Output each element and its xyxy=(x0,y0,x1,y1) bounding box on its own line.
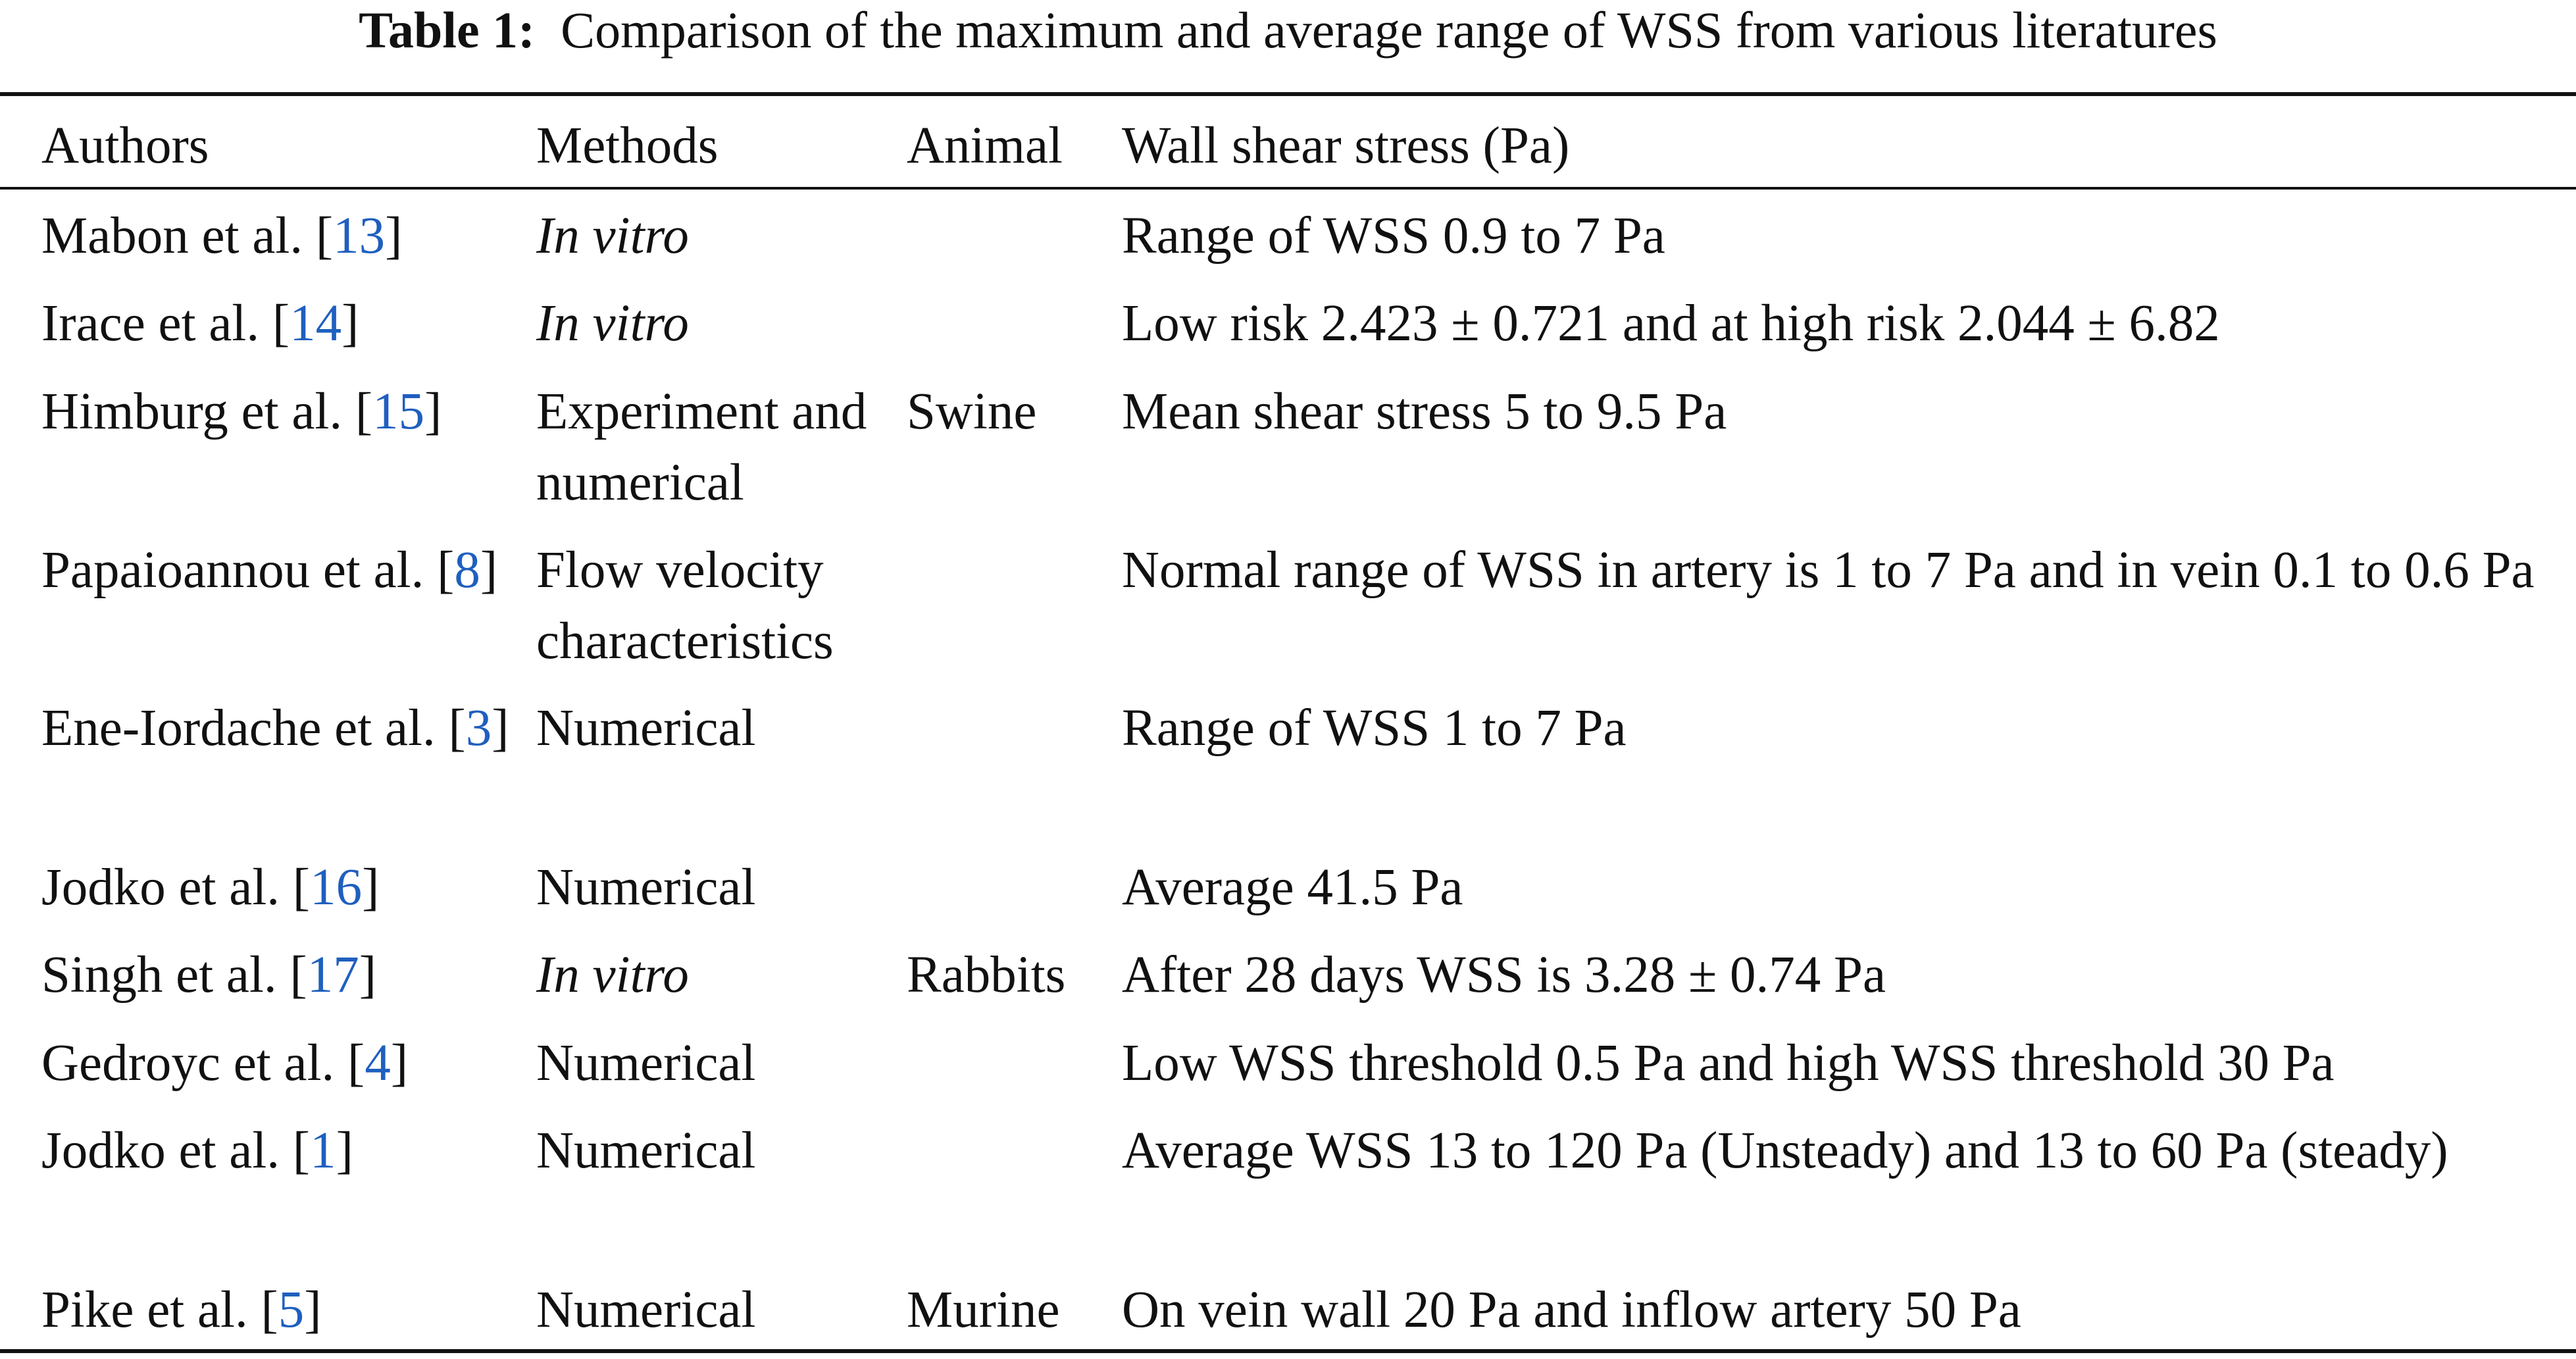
cell-method: In vitro xyxy=(536,946,689,1004)
cell-method: Experiment and numerical xyxy=(536,383,867,511)
header-wss: Wall shear stress (Pa) xyxy=(1122,117,1570,174)
cell-animal: Swine xyxy=(907,383,1037,440)
cell-wss: Normal range of WSS in artery is 1 to 7 … xyxy=(1122,542,2535,599)
cell-wss: Mean shear stress 5 to 9.5 Pa xyxy=(1122,383,1727,440)
cell-method: Numerical xyxy=(536,700,756,757)
cell-method: In vitro xyxy=(536,207,689,265)
author-name: Jodko et al. xyxy=(41,859,293,916)
header-animal: Animal xyxy=(907,117,1063,174)
author-name: Pike et al. xyxy=(41,1281,261,1339)
cell-wss: After 28 days WSS is 3.28 ± 0.74 Pa xyxy=(1122,946,1886,1004)
cell-animal: Rabbits xyxy=(907,946,1066,1004)
citation-link[interactable]: 4 xyxy=(365,1035,391,1092)
cell-author: Jodko et al. [16] xyxy=(41,859,380,916)
cell-method: Numerical xyxy=(536,1281,756,1339)
header-rule xyxy=(0,187,2576,190)
author-name: Himburg et al. xyxy=(41,383,355,440)
author-name: Ene-Iordache et al. xyxy=(41,700,449,757)
caption-label: Table 1: xyxy=(359,1,536,59)
cell-author: Gedroyc et al. [4] xyxy=(41,1035,409,1092)
author-name: Irace et al. xyxy=(41,295,272,352)
cell-author: Himburg et al. [15] xyxy=(41,383,442,440)
table-caption: Table 1: Comparison of the maximum and a… xyxy=(0,0,2576,78)
citation-link[interactable]: 15 xyxy=(372,383,425,440)
cell-wss: Low risk 2.423 ± 0.721 and at high risk … xyxy=(1122,295,2220,352)
citation-link[interactable]: 14 xyxy=(290,295,342,352)
bottom-rule xyxy=(0,1349,2576,1353)
top-rule xyxy=(0,92,2576,96)
citation-link[interactable]: 16 xyxy=(310,859,363,916)
cell-method: Numerical xyxy=(536,1122,756,1179)
cell-method: Numerical xyxy=(536,859,756,916)
citation-link[interactable]: 5 xyxy=(278,1281,305,1339)
citation-link[interactable]: 1 xyxy=(310,1122,336,1179)
cell-method: In vitro xyxy=(536,295,689,352)
cell-author: Irace et al. [14] xyxy=(41,295,359,352)
author-name: Jodko et al. xyxy=(41,1122,293,1179)
citation-link[interactable]: 3 xyxy=(465,700,492,757)
cell-author: Mabon et al. [13] xyxy=(41,207,403,265)
author-name: Singh et al. xyxy=(41,946,290,1004)
cell-author: Singh et al. [17] xyxy=(41,946,377,1004)
cell-wss: Range of WSS 0.9 to 7 Pa xyxy=(1122,207,1665,265)
cell-wss: Range of WSS 1 to 7 Pa xyxy=(1122,700,1627,757)
author-name: Mabon et al. xyxy=(41,207,316,265)
citation-link[interactable]: 13 xyxy=(333,207,386,265)
cell-animal: Murine xyxy=(907,1281,1060,1339)
cell-author: Jodko et al. [1] xyxy=(41,1122,353,1179)
cell-author: Ene-Iordache et al. [3] xyxy=(41,700,509,757)
cell-author: Pike et al. [5] xyxy=(41,1281,322,1339)
cell-wss: Average WSS 13 to 120 Pa (Unsteady) and … xyxy=(1122,1122,2448,1179)
cell-author: Papaioannou et al. [8] xyxy=(41,542,498,599)
citation-link[interactable]: 8 xyxy=(454,542,480,599)
cell-wss: Average 41.5 Pa xyxy=(1122,859,1463,916)
cell-wss: Low WSS threshold 0.5 Pa and high WSS th… xyxy=(1122,1035,2335,1092)
author-name: Gedroyc et al. xyxy=(41,1035,348,1092)
cell-method: Numerical xyxy=(536,1035,756,1092)
author-name: Papaioannou et al. xyxy=(41,542,438,599)
citation-link[interactable]: 17 xyxy=(307,946,359,1004)
header-methods: Methods xyxy=(536,117,719,174)
caption-text: Comparison of the maximum and average ra… xyxy=(561,1,2217,59)
cell-method: Flow velocity characteristics xyxy=(536,542,834,670)
cell-wss: On vein wall 20 Pa and inflow artery 50 … xyxy=(1122,1281,2021,1339)
header-authors: Authors xyxy=(41,117,209,174)
